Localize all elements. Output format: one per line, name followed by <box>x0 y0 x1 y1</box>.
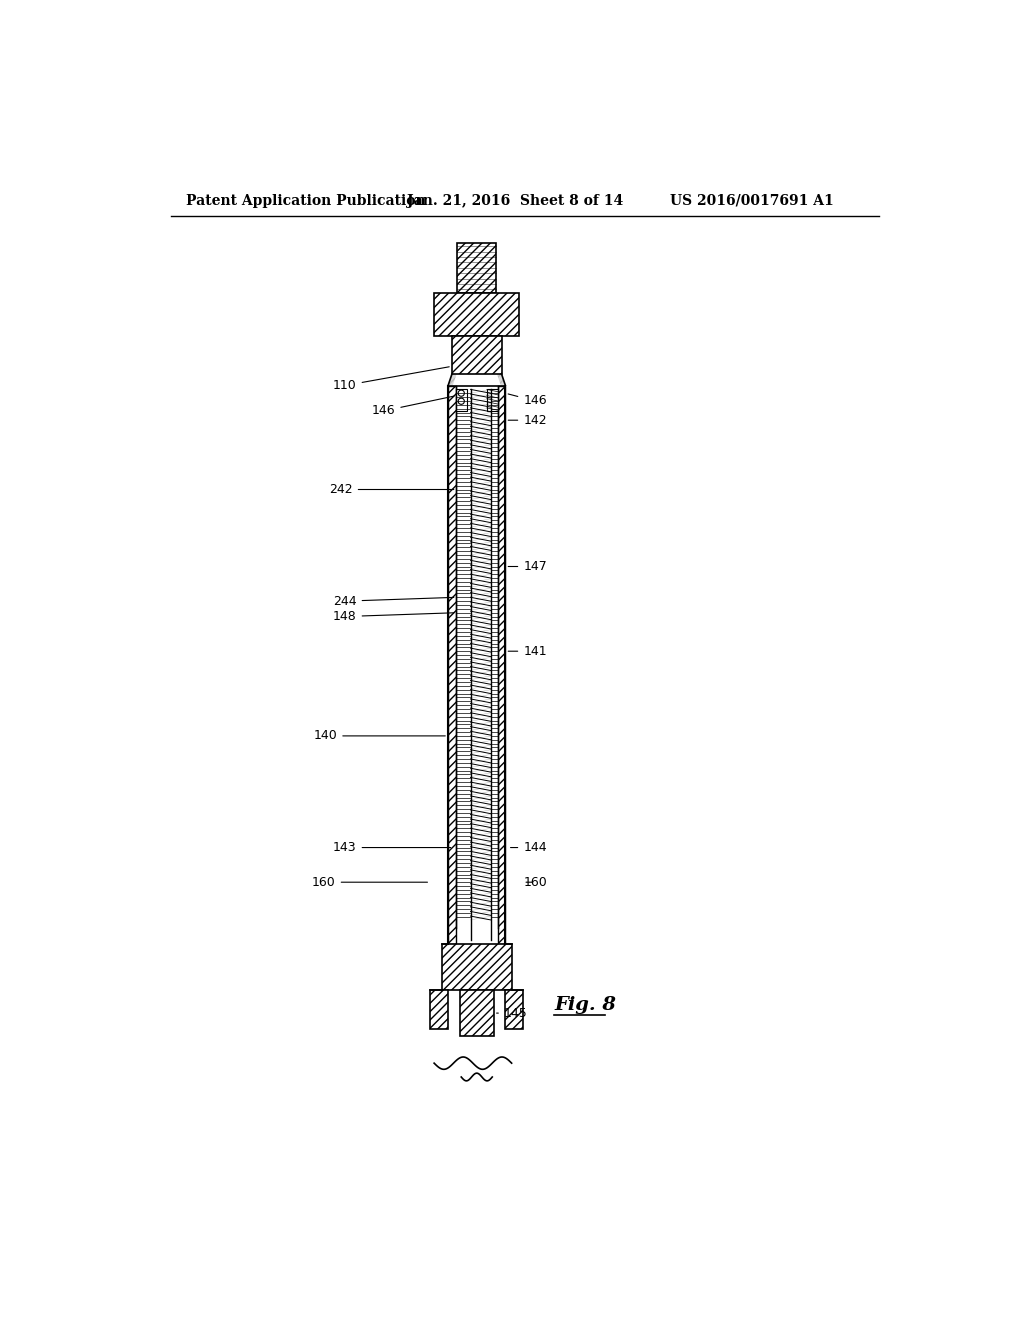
Circle shape <box>458 391 464 396</box>
Text: 160: 160 <box>523 875 547 888</box>
Circle shape <box>458 399 464 404</box>
Bar <box>449 385 456 944</box>
Text: 110: 110 <box>333 367 450 392</box>
Bar <box>486 389 498 411</box>
Bar <box>452 335 502 374</box>
Text: Jan. 21, 2016  Sheet 8 of 14: Jan. 21, 2016 Sheet 8 of 14 <box>407 194 624 207</box>
Bar <box>434 293 519 335</box>
Text: 146: 146 <box>372 396 454 417</box>
Text: 143: 143 <box>333 841 451 854</box>
Text: 145: 145 <box>497 1007 527 1019</box>
Text: 147: 147 <box>508 560 547 573</box>
Bar <box>456 389 467 411</box>
Text: 146: 146 <box>508 393 547 408</box>
Bar <box>442 944 512 990</box>
Bar <box>498 385 506 944</box>
Bar <box>458 243 496 293</box>
Bar <box>430 990 449 1028</box>
Text: Patent Application Publication: Patent Application Publication <box>186 194 426 207</box>
Bar <box>506 990 523 1028</box>
Text: 244: 244 <box>333 594 454 607</box>
Bar <box>460 990 494 1036</box>
Text: 142: 142 <box>508 413 547 426</box>
Text: 242: 242 <box>329 483 454 496</box>
Text: 141: 141 <box>508 644 547 657</box>
Text: 144: 144 <box>511 841 547 854</box>
Polygon shape <box>449 374 457 385</box>
Text: Fig. 8: Fig. 8 <box>554 997 616 1014</box>
Text: 148: 148 <box>333 610 454 623</box>
Text: 160: 160 <box>312 875 427 888</box>
Text: 140: 140 <box>313 730 445 742</box>
Text: US 2016/0017691 A1: US 2016/0017691 A1 <box>671 194 835 207</box>
Polygon shape <box>497 374 506 385</box>
